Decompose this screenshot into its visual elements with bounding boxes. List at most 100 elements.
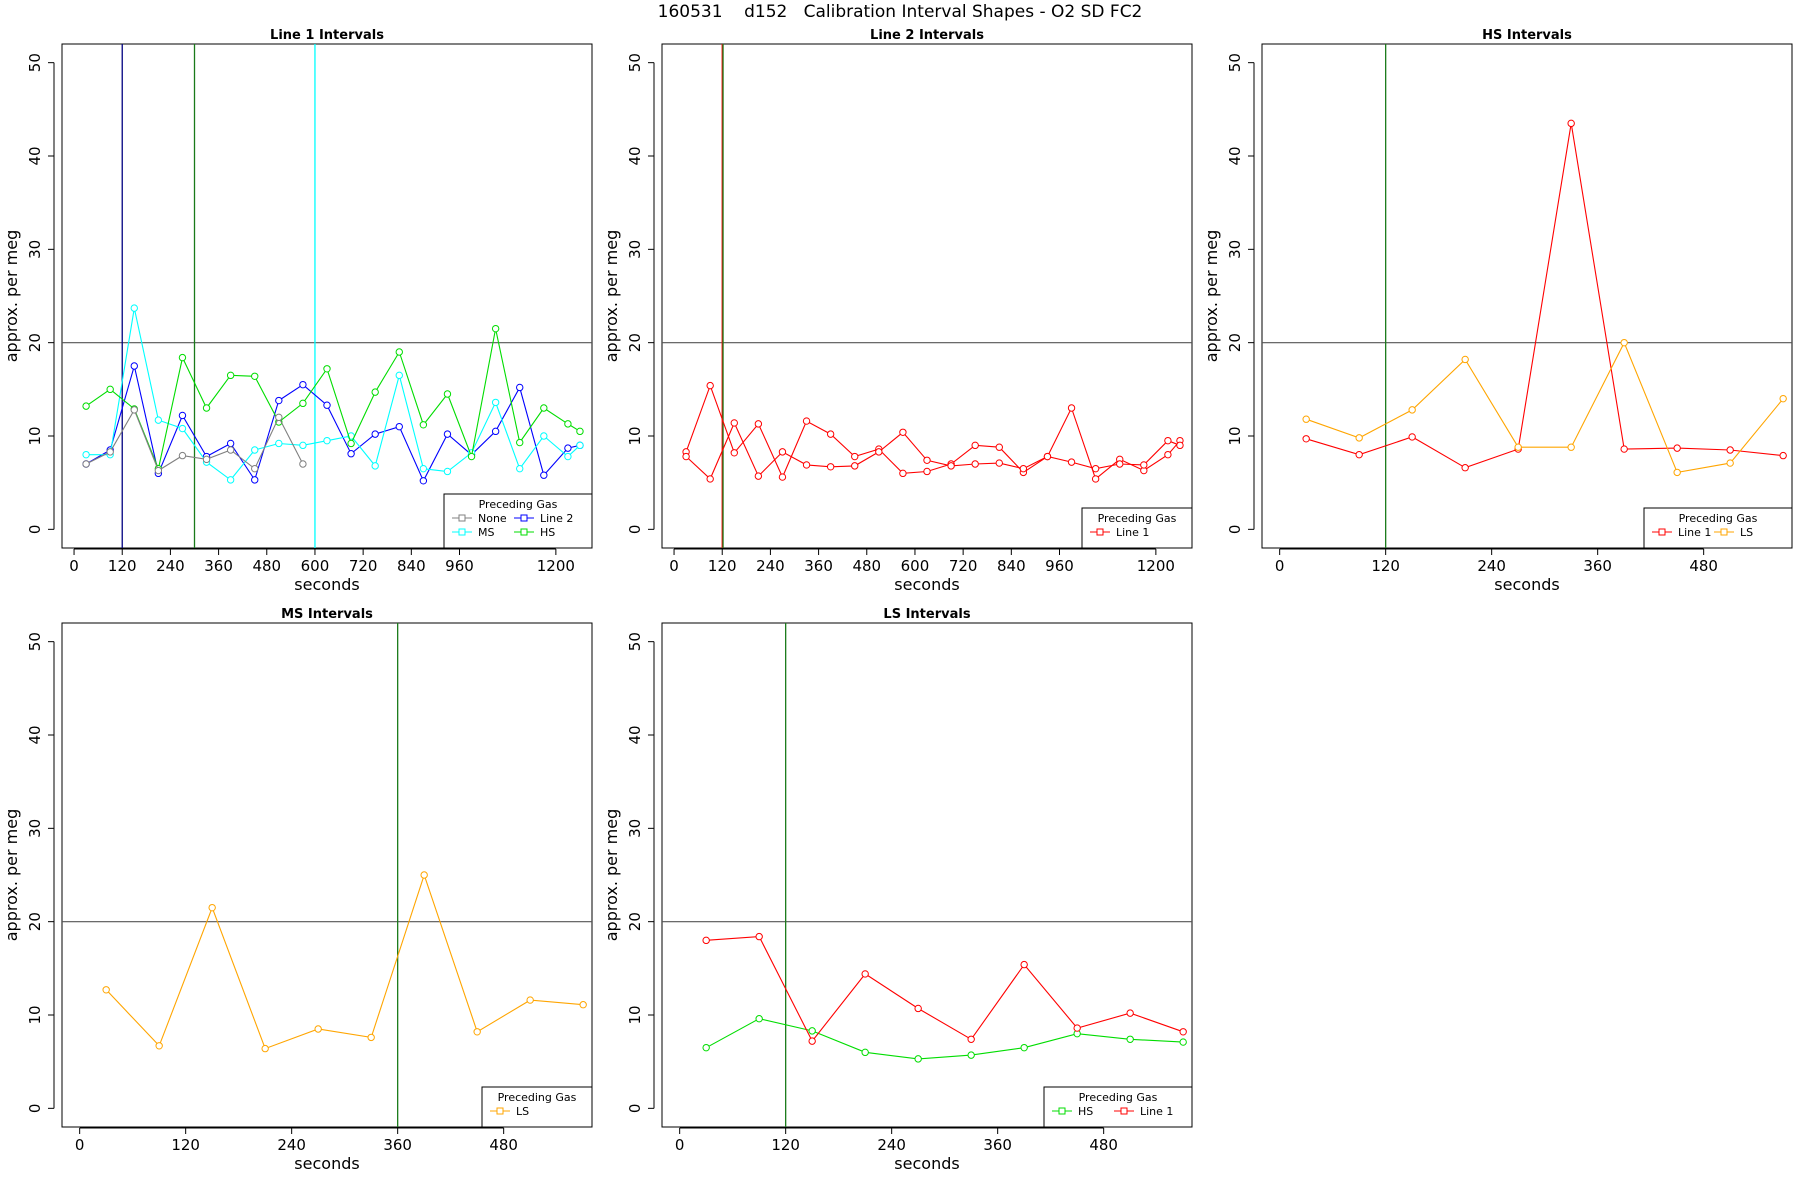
line-1-intervals-series-line-2-point: [516, 383, 524, 392]
line-1-intervals-x-tick-label: 240: [156, 557, 185, 575]
line-1-intervals-x-tick-label: 720: [349, 557, 378, 575]
line-2-intervals-y-tick-label: 10: [626, 426, 644, 445]
ls-intervals-y-tick-label: 40: [626, 725, 644, 744]
line-2-intervals-series-line-1-point: [1067, 404, 1076, 412]
hs-intervals-series-ls-point: [1620, 338, 1628, 347]
line-1-intervals-series-ms-point: [154, 416, 163, 424]
ls-intervals-y-tick-label: 20: [626, 912, 644, 931]
hs-intervals-series-line-1-line: [1306, 123, 1784, 469]
line-2-intervals-series-line-1-line: [685, 421, 1181, 480]
line-1-intervals-series-line-2-point: [323, 401, 331, 409]
line-1-intervals-legend-title: Preceding Gas: [479, 498, 558, 511]
hs-intervals-x-tick-label: 120: [1371, 557, 1400, 575]
hs-intervals-legend-entry-line-1: Line 1: [1678, 526, 1711, 539]
ls-intervals-legend-marker-line-1: [1120, 1107, 1128, 1115]
page-title: 160531 d152 Calibration Interval Shapes …: [657, 2, 1143, 22]
line-2-intervals-legend-marker-line-1: [1096, 528, 1104, 536]
hs-intervals-x-tick-label: 240: [1477, 557, 1506, 575]
line-1-intervals-series-line-2-point: [443, 430, 452, 438]
line-1-intervals-series-line-2-point: [299, 380, 307, 389]
hs-intervals-series-ls-line: [1306, 341, 1784, 474]
line-2-intervals-series-line-1-point: [802, 417, 811, 425]
line-2-intervals-x-tick-label: 960: [1045, 557, 1074, 575]
line-1-intervals-series-none-point: [226, 446, 235, 454]
line-1-intervals-y-tick-label: 20: [26, 333, 44, 352]
hs-intervals-series-line-1-point: [1461, 464, 1469, 472]
ls-intervals-series-hs-point: [861, 1048, 869, 1057]
hs-intervals-series-ls-point: [1779, 394, 1787, 403]
line-2-intervals-series-line-1-point: [1019, 464, 1028, 473]
line-2-intervals-series-line-1-point: [754, 472, 763, 480]
ls-intervals-y-tick-label: 0: [626, 1104, 644, 1114]
line-1-intervals-legend-entry-ms: MS: [478, 526, 494, 539]
hs-intervals-y-tick-label: 50: [1226, 53, 1244, 72]
line-1-intervals-series-line-2-point: [395, 422, 403, 431]
line-2-intervals-series-line-1-point: [730, 449, 738, 457]
hs-intervals-series-line-1-point: [1355, 450, 1363, 459]
line-1-intervals-series-hs-point: [395, 348, 403, 356]
ls-intervals-series-hs-point: [1020, 1043, 1028, 1052]
line-1-intervals-series-ms-point: [395, 371, 403, 380]
ls-intervals-x-tick-label: 240: [877, 1136, 906, 1154]
ms-intervals-y-tick-label: 20: [26, 912, 44, 931]
line-2-intervals-x-tick-label: 480: [852, 557, 881, 575]
ls-intervals-legend-box: [1043, 1086, 1193, 1128]
line-1-intervals-series-ms-point: [130, 304, 138, 312]
line-2-intervals-series-line-1-point: [706, 381, 714, 390]
ls-intervals-x-tick-label: 0: [675, 1136, 685, 1154]
hs-intervals-y-tick-label: 0: [1226, 525, 1244, 535]
hs-intervals-series-line-1-point: [1620, 445, 1628, 453]
hs-intervals-legend-title: Preceding Gas: [1679, 512, 1758, 525]
line-1-intervals-legend-marker-line-2: [520, 514, 528, 522]
ls-intervals-series-hs-line: [705, 1018, 1184, 1060]
line-2-intervals-series-line-1-point: [754, 420, 763, 428]
line-1-intervals-legend-entry-hs: HS: [540, 526, 555, 539]
ms-intervals-y-tick-label: 40: [26, 725, 44, 744]
ms-intervals-y-axis-label: approx. per meg: [2, 809, 21, 942]
hs-intervals-y-tick-label: 30: [1226, 240, 1244, 259]
line-1-intervals-legend-entry-line-2: Line 2: [540, 512, 573, 525]
line-2-intervals-y-axis-label: approx. per meg: [602, 230, 621, 363]
ls-intervals-series-line-1-point: [702, 936, 710, 945]
line-1-intervals-series-ms-point: [275, 439, 283, 448]
line-2-intervals-legend-entry-line-1: Line 1: [1116, 526, 1149, 539]
ls-intervals-series-line-1-point: [914, 1004, 922, 1013]
line-2-intervals-x-tick-label: 600: [901, 557, 930, 575]
line-1-intervals-series-hs-point: [178, 353, 187, 362]
line-2-intervals-series-line-1-point: [971, 441, 979, 450]
line-1-intervals-x-tick-label: 120: [108, 557, 137, 575]
hs-intervals-series-ls-point: [1355, 434, 1363, 442]
hs-intervals-series-ls-point: [1408, 406, 1416, 414]
line-1-intervals-y-axis-label: approx. per meg: [2, 230, 21, 363]
line-1-intervals-series-hs-point: [443, 390, 452, 398]
line-1-intervals-series-hs-point: [226, 371, 235, 380]
ms-intervals-series-ls-point: [420, 871, 428, 879]
line-2-intervals-series-line-1-line: [685, 383, 1181, 480]
line-1-intervals-legend-marker-ms: [458, 528, 466, 536]
hs-intervals-legend-entry-ls: LS: [1740, 526, 1753, 539]
line-2-intervals-series-line-1-point: [1043, 452, 1052, 461]
line-2-intervals-y-tick-label: 40: [626, 146, 644, 165]
line-1-intervals-series-none-point: [130, 406, 138, 414]
hs-intervals-x-tick-label: 0: [1275, 557, 1285, 575]
line-1-intervals-series-hs-point: [371, 388, 379, 396]
line-1-intervals-series-line-2-point: [275, 396, 283, 405]
line-1-intervals-series-none-point: [251, 464, 259, 473]
line-1-intervals-x-tick-label: 360: [204, 557, 233, 575]
hs-intervals-series-ls-point: [1461, 355, 1469, 364]
ms-intervals-legend-entry-ls: LS: [516, 1105, 529, 1118]
hs-intervals-series-ls-point: [1302, 415, 1310, 423]
line-2-intervals-y-tick-label: 30: [626, 240, 644, 259]
line-2-intervals-series-line-1-point: [778, 473, 787, 481]
ms-intervals-x-tick-label: 240: [277, 1136, 306, 1154]
ls-intervals-legend-title: Preceding Gas: [1079, 1091, 1158, 1104]
line-1-intervals-series-none-point: [275, 413, 283, 422]
ms-intervals-series-ls-point: [579, 1001, 587, 1009]
line-1-intervals-y-tick-label: 40: [26, 146, 44, 165]
ls-intervals-y-axis-label: approx. per meg: [602, 809, 621, 942]
line-2-intervals-series-line-1-point: [995, 443, 1003, 451]
ms-intervals-series-ls-point: [473, 1028, 481, 1036]
